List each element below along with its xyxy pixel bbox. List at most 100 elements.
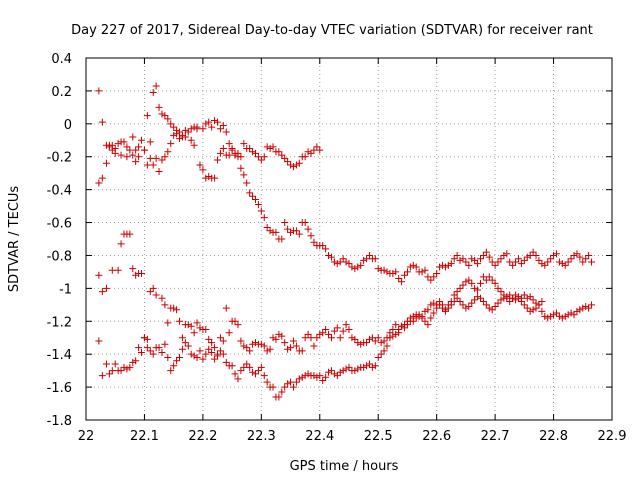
x-tick-label: 22.8 [539,429,568,444]
data-point-marker [351,335,359,343]
data-point-marker [374,265,382,273]
data-point-marker [287,161,295,169]
data-point-marker [342,321,350,329]
data-point-marker [310,342,318,350]
data-point-marker [95,87,103,95]
data-point-marker [588,258,596,266]
data-point-marker [582,302,590,310]
data-point-marker [330,327,338,335]
data-point-marker [304,330,312,338]
data-point-marker [506,298,514,306]
data-point-marker [497,296,505,304]
data-point-marker [558,314,566,322]
data-point-marker [190,123,198,131]
data-point-marker [319,242,327,250]
data-point-marker [520,301,528,309]
data-point-marker [243,344,251,352]
data-point-marker [462,258,470,266]
data-point-marker [532,299,540,307]
data-point-marker [173,130,181,138]
data-point-marker [161,112,169,120]
data-point-marker [436,263,444,271]
data-point-marker [421,317,429,325]
x-tick-label: 22.3 [247,429,276,444]
data-point-marker [316,372,324,380]
data-point-marker [158,110,166,118]
data-point-marker [550,251,558,259]
y-tick-label: -0.4 [47,184,72,199]
data-point-marker [161,153,169,161]
x-tick-label: 22.6 [422,429,451,444]
data-point-marker [287,344,295,352]
data-point-marker [208,123,216,131]
data-point-marker [240,140,248,148]
data-point-marker [263,223,271,231]
data-point-marker [488,276,496,284]
data-point-marker [538,260,546,268]
data-point-marker [123,365,131,373]
data-point-marker [439,304,447,312]
data-point-marker [301,372,309,380]
data-point-marker [269,383,277,391]
data-point-marker [278,151,286,159]
data-point-marker [216,334,224,342]
data-point-marker [360,256,368,264]
data-point-marker [500,251,508,259]
data-point-marker [585,251,593,259]
data-point-marker [485,253,493,261]
data-point-marker [526,307,534,315]
y-tick-label: 0.4 [51,52,72,67]
data-point-marker [211,355,219,363]
data-point-marker [237,367,245,375]
data-point-marker [257,207,265,215]
data-point-marker [135,153,143,161]
data-point-marker [325,330,333,338]
data-point-marker [138,270,146,278]
data-point-marker [371,337,379,345]
data-point-marker [509,261,517,269]
data-point-marker [579,258,587,266]
axis-ticks [85,57,613,421]
data-point-marker [377,350,385,358]
data-point-marker [170,304,178,312]
data-point-marker [327,334,335,342]
data-point-marker [199,125,207,133]
grid-lines [86,58,612,420]
data-point-marker [146,138,154,146]
data-point-marker [117,240,125,248]
data-point-marker [193,319,201,327]
data-point-marker [406,314,414,322]
data-point-marker [363,362,371,370]
data-point-marker [143,161,151,169]
data-point-marker [260,372,268,380]
data-point-marker [430,273,438,281]
data-point-marker [327,253,335,261]
data-point-marker [126,230,134,238]
data-point-marker [158,294,166,302]
data-point-marker [465,276,473,284]
data-point-marker [187,125,195,133]
data-point-marker [129,151,137,159]
data-point-marker [336,258,344,266]
data-point-marker [494,284,502,292]
data-point-marker [392,268,400,276]
data-point-marker [491,261,499,269]
data-point-marker [348,263,356,271]
data-point-marker [129,133,137,141]
data-point-marker [474,293,482,301]
data-point-marker [374,353,382,361]
data-point-marker [214,352,221,360]
data-point-marker [351,367,359,375]
data-point-marker [471,284,479,292]
tick-labels: 22 22.1 22.2 22.3 22.4 22.5 22.6 22.7 22.8 22.9 0.… [47,52,627,444]
plot-frame [85,57,613,421]
data-point-marker [447,260,455,268]
y-tick-label: 0.2 [51,85,72,100]
data-point-marker [138,136,146,144]
data-point-marker [567,255,575,263]
data-point-marker [491,302,499,310]
data-point-marker [573,307,581,315]
data-point-marker [135,344,143,352]
data-point-marker [579,304,587,312]
